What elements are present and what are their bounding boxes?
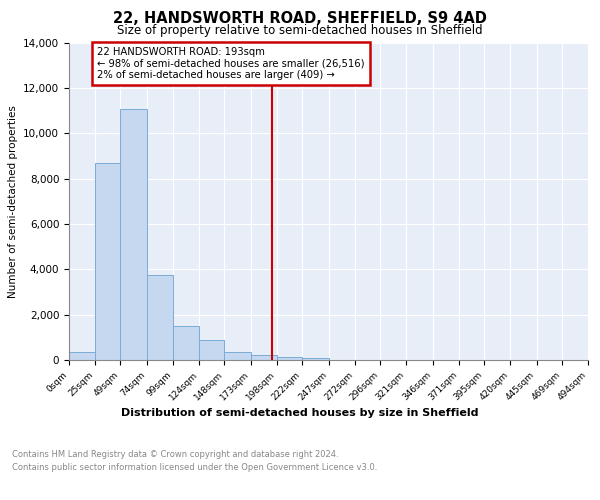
Bar <box>173 326 199 360</box>
Text: Contains HM Land Registry data © Crown copyright and database right 2024.: Contains HM Land Registry data © Crown c… <box>12 450 338 459</box>
Bar <box>277 356 302 360</box>
Text: 22, HANDSWORTH ROAD, SHEFFIELD, S9 4AD: 22, HANDSWORTH ROAD, SHEFFIELD, S9 4AD <box>113 11 487 26</box>
Bar <box>95 162 121 360</box>
Bar <box>121 110 147 360</box>
Bar <box>251 356 277 360</box>
Bar <box>302 358 329 360</box>
Y-axis label: Number of semi-detached properties: Number of semi-detached properties <box>8 105 17 298</box>
Bar <box>224 352 251 360</box>
Text: 22 HANDSWORTH ROAD: 193sqm
← 98% of semi-detached houses are smaller (26,516)
2%: 22 HANDSWORTH ROAD: 193sqm ← 98% of semi… <box>97 47 365 80</box>
Bar <box>199 340 224 360</box>
Bar <box>147 275 173 360</box>
Bar <box>69 352 95 360</box>
Text: Contains public sector information licensed under the Open Government Licence v3: Contains public sector information licen… <box>12 462 377 471</box>
Text: Distribution of semi-detached houses by size in Sheffield: Distribution of semi-detached houses by … <box>121 408 479 418</box>
Text: Size of property relative to semi-detached houses in Sheffield: Size of property relative to semi-detach… <box>117 24 483 37</box>
